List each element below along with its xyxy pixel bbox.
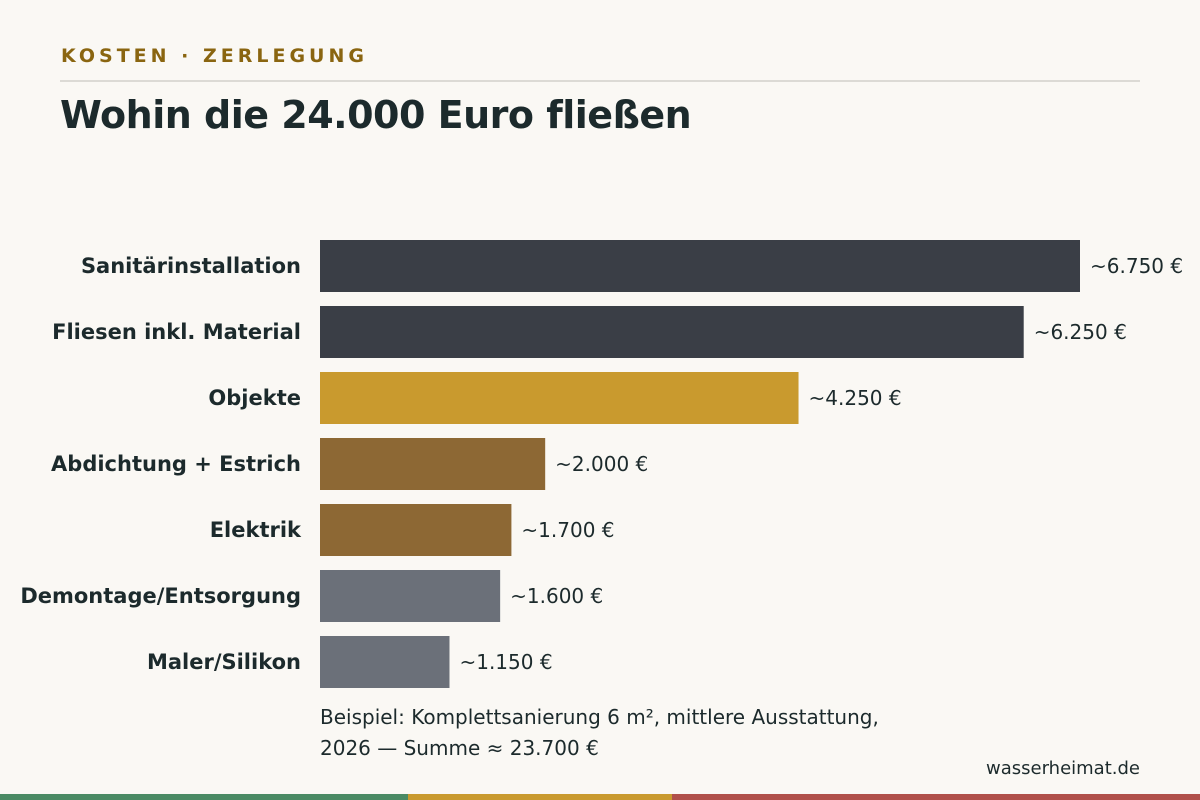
bar: [320, 372, 799, 424]
kicker-label: KOSTEN · ZERLEGUNG: [61, 45, 368, 67]
bar: [320, 240, 1080, 292]
bars-group: Sanitärinstallation ~6.750 € Fliesen inkl.…: [20, 240, 1183, 688]
value-label: ~4.250 €: [809, 386, 902, 410]
category-label: Abdichtung + Estrich: [51, 452, 301, 476]
category-label: Maler/Silikon: [147, 650, 301, 674]
value-label: ~1.700 €: [521, 518, 614, 542]
bar: [320, 570, 501, 622]
footnote-line-1: Beispiel: Komplettsanierung 6 m², mittle…: [320, 705, 879, 729]
category-label: Elektrik: [210, 518, 302, 542]
category-label: Fliesen inkl. Material: [52, 320, 301, 344]
bar: [320, 438, 546, 490]
value-label: ~6.250 €: [1034, 320, 1127, 344]
value-label: ~1.600 €: [510, 584, 603, 608]
header-divider: [60, 80, 1140, 82]
bar: [320, 306, 1024, 358]
bar-chart: Sanitärinstallation ~6.750 € Fliesen inkl.…: [20, 240, 1183, 688]
category-label: Sanitärinstallation: [81, 254, 301, 278]
chart-title: Wohin die 24.000 Euro fließen: [60, 93, 692, 137]
chart-footnote: Beispiel: Komplettsanierung 6 m², mittle…: [320, 702, 1020, 764]
value-label: ~1.150 €: [459, 650, 552, 674]
category-label: Demontage/Entsorgung: [20, 584, 301, 608]
footnote-line-2: 2026 — Summe ≈ 23.700 €: [320, 736, 599, 760]
value-label: ~6.750 €: [1090, 254, 1183, 278]
bar: [320, 636, 450, 688]
bar: [320, 504, 512, 556]
bottom-stripe-green: [0, 794, 408, 800]
value-label: ~2.000 €: [555, 452, 648, 476]
bottom-stripe-red: [672, 794, 1200, 800]
category-label: Objekte: [208, 386, 301, 410]
bottom-stripe-gold: [408, 794, 672, 800]
source-label: wasserheimat.de: [986, 758, 1140, 779]
